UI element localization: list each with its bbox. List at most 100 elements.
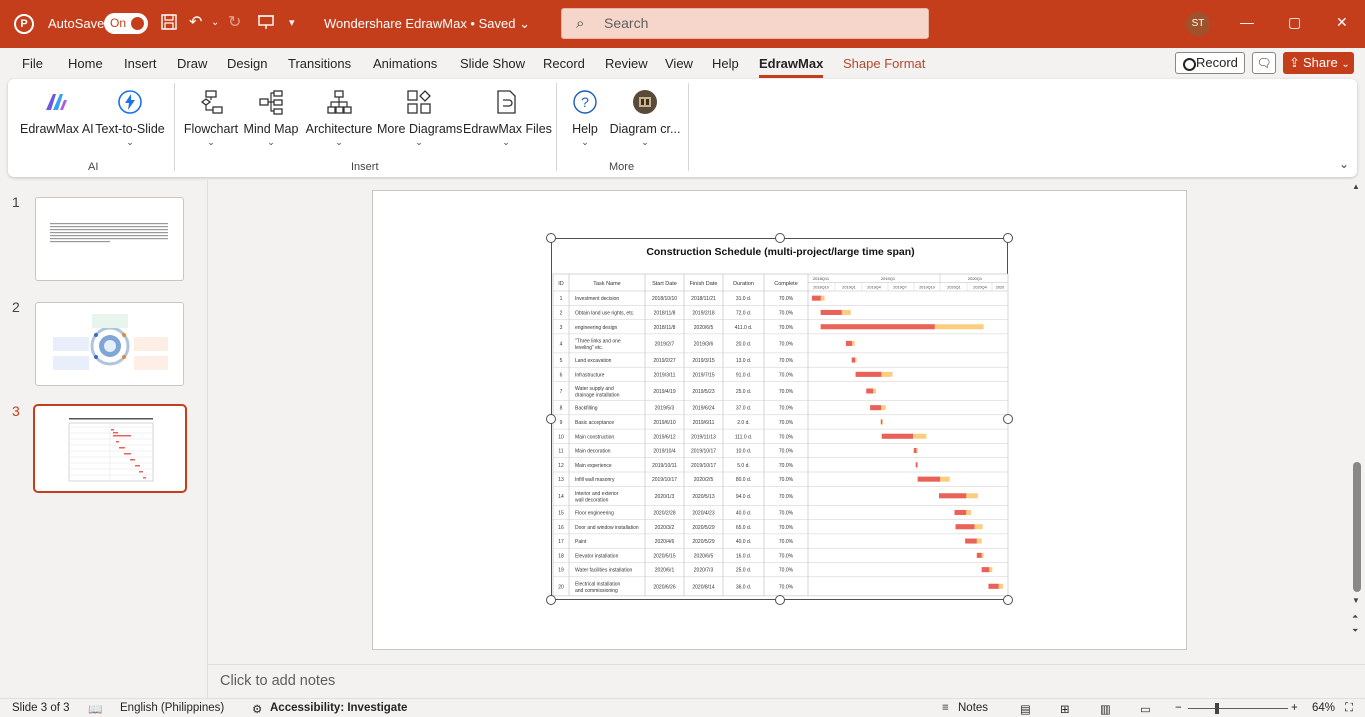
diagram-creator-icon	[608, 87, 682, 117]
save-icon[interactable]	[160, 13, 178, 37]
tab-animations[interactable]: Animations	[373, 56, 438, 71]
notes-button[interactable]: Notes	[958, 702, 989, 714]
resize-handle-top-right[interactable]	[1003, 233, 1013, 243]
text-to-slide-button[interactable]: Text-to-Slide ⌄	[94, 87, 166, 148]
tab-design[interactable]: Design	[227, 56, 268, 71]
spellcheck-icon[interactable]: 📖	[88, 704, 103, 716]
chevron-down-icon: ⌄	[207, 137, 215, 147]
tab-home[interactable]: Home	[68, 56, 103, 71]
resize-handle-bottom[interactable]	[775, 595, 785, 605]
gantt-cell-id: 9	[560, 420, 563, 426]
record-button[interactable]: Record	[1175, 52, 1245, 74]
notes-pane[interactable]: Click to add notes	[208, 664, 1365, 698]
resize-handle-top[interactable]	[775, 233, 785, 243]
collapse-ribbon-icon[interactable]: ⌄	[1338, 157, 1349, 171]
slide-thumbnail-3[interactable]	[33, 404, 187, 493]
gantt-cell-finish: 2019/11/13	[691, 434, 716, 440]
gantt-timeline-label: 2018Q11	[813, 276, 830, 281]
next-slide-icon[interactable]: ⏷	[1352, 626, 1359, 635]
edrawmax-files-button[interactable]: EdrawMax Files ⌄	[463, 87, 552, 148]
gantt-cell-complete: 70.0%	[779, 449, 794, 455]
scroll-down-icon[interactable]: ▼	[1352, 596, 1360, 605]
previous-slide-icon[interactable]: ⏶	[1352, 612, 1359, 621]
gantt-timeline-label: 2019Q4	[867, 286, 881, 290]
tab-slide-show[interactable]: Slide Show	[460, 56, 526, 71]
tab-insert[interactable]: Insert	[124, 56, 157, 71]
zoom-slider[interactable]	[1188, 708, 1288, 709]
zoom-in-icon[interactable]: +	[1291, 702, 1298, 714]
resize-handle-bottom-left[interactable]	[546, 595, 556, 605]
gantt-cell-complete: 70.0%	[779, 494, 794, 500]
customize-toolbar-icon[interactable]: ▾	[289, 17, 295, 29]
undo-dropdown-icon[interactable]: ⌄	[211, 17, 220, 28]
reading-view-icon[interactable]: ▥	[1100, 704, 1111, 716]
autosave-toggle[interactable]: On	[104, 13, 148, 34]
slide-sorter-icon[interactable]: ⊞	[1060, 704, 1070, 716]
gantt-cell-finish: 2020/2/5	[694, 477, 714, 483]
minimize-icon[interactable]: —	[1240, 14, 1254, 30]
gantt-column-header: Start Date	[652, 281, 677, 287]
slide-thumbnail-2[interactable]	[35, 302, 184, 386]
tab-transitions[interactable]: Transitions	[288, 56, 352, 71]
slideshow-view-icon[interactable]: ▭	[1140, 704, 1151, 716]
gantt-bar-progress	[915, 462, 918, 468]
gantt-bar-progress	[917, 476, 941, 482]
tab-file[interactable]: File	[22, 56, 43, 71]
gantt-cell-complete: 70.0%	[779, 358, 794, 364]
gantt-bar-progress	[981, 567, 990, 573]
chevron-down-icon: ⌄	[1341, 59, 1350, 70]
present-icon[interactable]	[257, 13, 275, 37]
ribbon: EdrawMax AI Text-to-Slide ⌄ Flowchart ⌄ …	[8, 79, 1357, 177]
tab-edrawmax[interactable]: EdrawMax	[759, 56, 824, 78]
scroll-up-icon[interactable]: ▲	[1352, 182, 1360, 191]
gantt-cell-start: 2020/5/15	[653, 553, 675, 559]
gantt-cell-id: 16	[558, 525, 564, 531]
edrawmax-ai-button[interactable]: EdrawMax AI	[20, 87, 94, 136]
close-icon[interactable]: ✕	[1336, 14, 1348, 30]
tab-record[interactable]: Record	[543, 56, 585, 71]
resize-handle-right[interactable]	[1003, 414, 1013, 424]
resize-handle-top-left[interactable]	[546, 233, 556, 243]
comments-button[interactable]: 🗨	[1252, 52, 1276, 74]
language-indicator[interactable]: English (Philippines)	[120, 702, 225, 714]
gantt-cell-duration: 80.0 d.	[736, 477, 751, 483]
tab-review[interactable]: Review	[605, 56, 648, 71]
gantt-cell-id: 13	[558, 477, 564, 483]
architecture-button[interactable]: Architecture ⌄	[302, 87, 376, 148]
mind-map-button[interactable]: Mind Map ⌄	[242, 87, 300, 148]
accessibility-status[interactable]: Accessibility: Investigate	[270, 702, 408, 714]
avatar[interactable]: ST	[1186, 12, 1210, 36]
resize-handle-left[interactable]	[546, 414, 556, 424]
undo-icon[interactable]: ↶	[189, 14, 203, 31]
pane-splitter[interactable]	[207, 180, 208, 698]
gantt-cell-finish: 2020/8/14	[692, 584, 714, 590]
zoom-level[interactable]: 64%	[1312, 702, 1336, 714]
scrollbar-thumb[interactable]	[1353, 462, 1361, 592]
gantt-cell-start: 2020/3/2	[655, 525, 675, 531]
tab-help[interactable]: Help	[712, 56, 739, 71]
maximize-icon[interactable]: ▢	[1288, 14, 1302, 30]
document-title[interactable]: Wondershare EdrawMax • Saved ⌄	[324, 16, 530, 32]
gantt-cell-duration: 25.0 d.	[736, 568, 751, 574]
fit-to-window-icon[interactable]: ⛶	[1345, 702, 1354, 714]
search-input[interactable]: ⌕ Search	[561, 8, 929, 39]
flowchart-button[interactable]: Flowchart ⌄	[180, 87, 242, 148]
tab-shape-format[interactable]: Shape Format	[843, 56, 926, 71]
gantt-cell-task-name: and commissioning	[575, 588, 618, 594]
zoom-out-icon[interactable]: −	[1175, 702, 1182, 714]
gantt-cell-start: 2019/5/3	[655, 406, 675, 412]
chevron-down-icon: ⌄	[267, 137, 275, 147]
resize-handle-bottom-right[interactable]	[1003, 595, 1013, 605]
help-button[interactable]: ? Help ⌄	[564, 87, 606, 148]
slide-thumbnail-1[interactable]	[35, 197, 184, 281]
zoom-slider-thumb[interactable]	[1215, 703, 1219, 714]
normal-view-icon[interactable]: ▤	[1020, 704, 1031, 716]
diagram-creator-button[interactable]: Diagram cr... ⌄	[608, 87, 682, 148]
toggle-knob	[131, 17, 144, 30]
tab-view[interactable]: View	[665, 56, 693, 71]
vertical-scrollbar[interactable]: ▲ ▼ ⏶ ⏷	[1349, 180, 1365, 663]
tab-draw[interactable]: Draw	[177, 56, 208, 71]
more-diagrams-button[interactable]: More Diagrams ⌄	[377, 87, 462, 148]
gantt-diagram[interactable]: Construction Schedule (multi-project/lar…	[551, 238, 1009, 600]
share-button[interactable]: ⇪ Share ⌄	[1283, 52, 1354, 74]
